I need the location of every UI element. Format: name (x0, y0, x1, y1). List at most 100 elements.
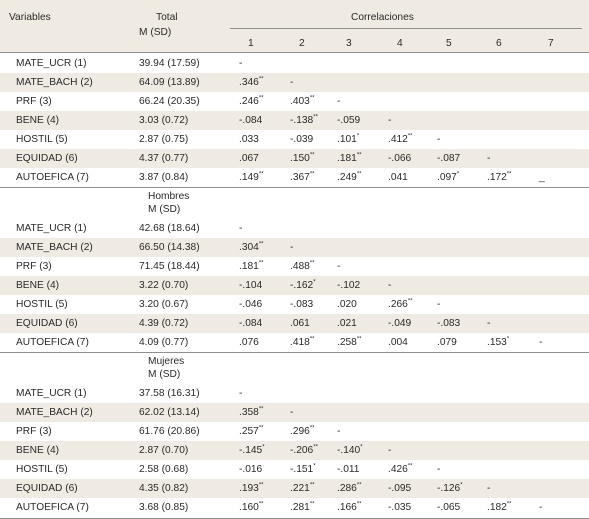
row-label: AUTOEFICA (7) (16, 337, 89, 348)
corr-cell: -.035 (388, 502, 412, 513)
corr-cell: -.011 (337, 464, 360, 475)
corr-cell: .076 (239, 337, 259, 348)
row-label: HOSTIL (5) (16, 134, 68, 145)
corr-cell: .061 (290, 318, 310, 329)
row-msd: 42.68 (18.64) (139, 223, 200, 234)
corr-cell: - (290, 242, 294, 253)
row-label: MATE_BACH (2) (16, 242, 93, 253)
row-msd: 66.24 (20.35) (139, 96, 200, 107)
corr-cell: _ (539, 172, 545, 183)
corr-cell: .221** (290, 482, 315, 494)
corr-cell: - (239, 223, 243, 234)
corr-cell: .304** (239, 241, 264, 253)
mujeres-section-rule (0, 352, 589, 353)
row-label: MATE_UCR (1) (16, 223, 87, 234)
corr-cell: .246** (239, 95, 264, 107)
row-msd: 62.02 (13.14) (139, 407, 200, 418)
row-msd: 61.76 (20.86) (139, 426, 200, 437)
row-msd: 2.87 (0.70) (139, 445, 189, 456)
corr-cell: - (239, 58, 243, 69)
header-total-msd: M (SD) (139, 27, 172, 38)
corr-cell: -.126* (437, 482, 463, 494)
corr-cell: .033 (239, 134, 259, 145)
row-label: AUTOEFICA (7) (16, 502, 89, 513)
row-label: BENE (4) (16, 115, 60, 126)
corr-cell: - (539, 502, 543, 513)
corr-cell: -.083 (437, 318, 461, 329)
col-header-7: 7 (548, 38, 554, 49)
col-header-2: 2 (299, 38, 305, 49)
corr-cell: - (487, 318, 491, 329)
corr-cell: .418** (290, 336, 315, 348)
row-label: MATE_BACH (2) (16, 77, 93, 88)
row-stripe (0, 441, 589, 460)
col-header-6: 6 (496, 38, 502, 49)
row-stripe (0, 276, 589, 295)
row-stripe (0, 73, 589, 92)
header-band (0, 0, 589, 52)
row-msd: 4.39 (0.72) (139, 318, 189, 329)
corr-cell: .281** (290, 501, 315, 513)
corr-cell: .258** (337, 336, 362, 348)
corr-cell: .149** (239, 171, 264, 183)
corr-cell: .004 (388, 337, 408, 348)
corr-cell: .181** (337, 152, 362, 164)
row-label: PRF (3) (16, 96, 52, 107)
row-stripe (0, 149, 589, 168)
corr-cell: .403** (290, 95, 315, 107)
corr-cell: -.162* (290, 279, 316, 291)
row-msd: 3.87 (0.84) (139, 172, 189, 183)
corr-cell: -.084 (239, 318, 263, 329)
corr-cell: - (290, 407, 294, 418)
row-label: BENE (4) (16, 445, 60, 456)
corr-cell: -.049 (388, 318, 412, 329)
corr-cell: -.151* (290, 463, 316, 475)
header-correlaciones: Correlaciones (351, 12, 414, 23)
row-msd: 4.37 (0.77) (139, 153, 189, 164)
corr-cell: .041 (388, 172, 408, 183)
corr-cell: - (337, 96, 341, 107)
col-header-1: 1 (248, 38, 254, 49)
row-label: MATE_UCR (1) (16, 388, 87, 399)
corr-cell: .020 (337, 299, 357, 310)
corr-cell: -.016 (239, 464, 263, 475)
corr-cell: -.138** (290, 114, 318, 126)
row-label: HOSTIL (5) (16, 299, 68, 310)
corr-cell: - (388, 115, 392, 126)
corr-cell: .286** (337, 482, 362, 494)
col-header-5: 5 (446, 38, 452, 49)
corr-cell: -.087 (437, 153, 461, 164)
header-variables: Variables (9, 12, 51, 23)
corr-cell: .266** (388, 298, 413, 310)
corr-cell: -.140* (337, 444, 363, 456)
row-stripe (0, 314, 589, 333)
corr-cell: - (539, 337, 543, 348)
header-subrule (230, 28, 582, 29)
corr-cell: .426** (388, 463, 413, 475)
corr-cell: -.059 (337, 115, 361, 126)
row-msd: 71.45 (18.44) (139, 261, 200, 272)
row-msd: 2.87 (0.75) (139, 134, 189, 145)
corr-cell: -.084 (239, 115, 263, 126)
corr-cell: -.065 (437, 502, 461, 513)
row-stripe (0, 403, 589, 422)
row-msd: 3.03 (0.72) (139, 115, 189, 126)
corr-cell: .079 (437, 337, 457, 348)
header-total: Total (156, 12, 178, 23)
corr-cell: .172** (487, 171, 512, 183)
corr-cell: .257** (239, 425, 264, 437)
corr-cell: .182** (487, 501, 512, 513)
corr-cell: -.039 (290, 134, 314, 145)
hombres-section-rule (0, 187, 589, 188)
row-label: EQUIDAD (6) (16, 483, 78, 494)
row-msd: 4.09 (0.77) (139, 337, 189, 348)
corr-cell: - (239, 388, 243, 399)
row-label: MATE_UCR (1) (16, 58, 87, 69)
corr-cell: -.095 (388, 483, 412, 494)
corr-cell: - (437, 464, 441, 475)
row-label: MATE_BACH (2) (16, 407, 93, 418)
corr-cell: - (290, 77, 294, 88)
corr-cell: .488** (290, 260, 315, 272)
row-msd: 39.94 (17.59) (139, 58, 200, 69)
